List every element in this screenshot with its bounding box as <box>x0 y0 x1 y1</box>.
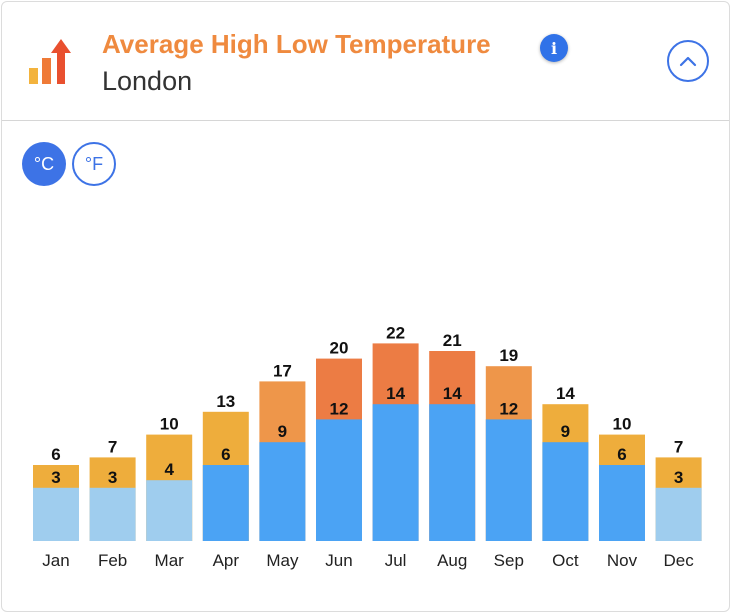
low-bar-may <box>259 442 306 541</box>
info-button[interactable]: i <box>540 34 568 62</box>
low-label-jul: 14 <box>386 384 405 403</box>
celsius-toggle[interactable]: °C <box>22 142 66 186</box>
high-label-apr: 13 <box>216 392 235 411</box>
high-label-jun: 20 <box>330 339 349 358</box>
month-label-may: May <box>266 551 299 570</box>
month-label-feb: Feb <box>98 551 127 570</box>
month-label-aug: Aug <box>437 551 467 570</box>
month-label-jan: Jan <box>42 551 69 570</box>
high-label-jan: 6 <box>51 445 60 464</box>
low-bar-oct <box>542 442 589 541</box>
low-label-may: 9 <box>278 422 287 441</box>
low-bar-apr <box>202 465 249 541</box>
low-label-aug: 14 <box>443 384 462 403</box>
low-label-feb: 3 <box>108 468 117 487</box>
low-label-mar: 4 <box>164 460 174 479</box>
month-label-apr: Apr <box>213 551 240 570</box>
chart-title: Average High Low Temperature <box>102 29 491 59</box>
low-bar-sep <box>485 419 532 541</box>
high-label-oct: 14 <box>556 384 575 403</box>
low-bar-jul <box>372 404 419 541</box>
card-header: Average High Low Temperature London i <box>2 2 729 121</box>
high-label-aug: 21 <box>443 331 462 350</box>
high-label-sep: 19 <box>499 346 518 365</box>
low-label-dec: 3 <box>674 468 683 487</box>
low-label-sep: 12 <box>499 399 518 418</box>
month-label-mar: Mar <box>155 551 185 570</box>
high-label-jul: 22 <box>386 323 405 342</box>
high-label-mar: 10 <box>160 415 179 434</box>
high-label-may: 17 <box>273 361 292 380</box>
month-label-sep: Sep <box>494 551 524 570</box>
chevron-up-icon <box>679 56 697 67</box>
low-bar-jan <box>33 487 79 541</box>
month-label-dec: Dec <box>663 551 694 570</box>
month-label-jun: Jun <box>325 551 352 570</box>
low-bar-jun <box>316 419 362 541</box>
temperature-chart: 6 3 Jan 7 3 Feb 10 4 Mar 13 6 Apr 17 9 May 20 12 Jun 22 14 J… <box>33 323 702 570</box>
low-label-jan: 3 <box>51 468 60 487</box>
low-bar-dec <box>655 487 702 541</box>
location-name: London <box>102 66 193 96</box>
low-label-oct: 9 <box>561 422 570 441</box>
low-bar-mar <box>146 480 193 541</box>
collapse-button[interactable] <box>667 40 709 82</box>
low-bar-aug <box>429 404 476 541</box>
info-icon: i <box>550 38 558 58</box>
month-label-jul: Jul <box>385 551 407 570</box>
low-label-nov: 6 <box>617 445 626 464</box>
low-label-jun: 12 <box>330 399 349 418</box>
low-bar-feb <box>89 487 136 541</box>
high-label-dec: 7 <box>674 437 683 456</box>
bar-chart-up-arrow-icon <box>29 39 71 84</box>
fahrenheit-toggle[interactable]: °F <box>72 142 116 186</box>
low-bar-nov <box>599 465 645 541</box>
high-label-feb: 7 <box>108 437 117 456</box>
month-label-oct: Oct <box>552 551 579 570</box>
high-label-nov: 10 <box>613 415 632 434</box>
low-label-apr: 6 <box>221 445 230 464</box>
month-label-nov: Nov <box>607 551 638 570</box>
